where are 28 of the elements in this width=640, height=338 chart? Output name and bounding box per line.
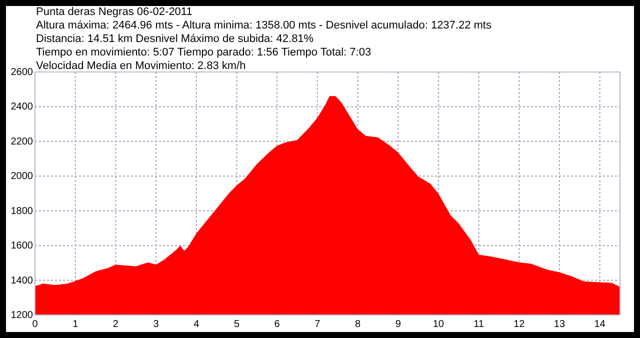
x-tick-label: 1 (72, 319, 79, 330)
x-tick-label: 11 (474, 319, 484, 330)
x-tick-label: 5 (234, 319, 240, 330)
x-tick-label: 8 (354, 319, 361, 330)
x-tick-label: 6 (274, 319, 280, 330)
x-tick-label: 2 (112, 319, 119, 330)
text: Tiempo en movimiento: 5:07 Tiempo parado: 1:56 Tiempo Total: 7:03 (36, 46, 372, 58)
chart-title: Punta deras Negras 06-02-2011 (36, 6, 192, 18)
y-tick-label: 2200 (10, 136, 34, 148)
text: Altura máxima: 2464.96 mts - Altura minima: 1358.00 mts - Desnivel acumulado: 1237.22 mts (36, 20, 492, 32)
x-tick-label: 10 (432, 319, 444, 330)
y-tick-label: 2600 (10, 67, 34, 78)
x-tick-label: 0 (32, 319, 38, 330)
x-tick-label: 3 (153, 319, 160, 330)
x-tick-label: 14 (594, 319, 606, 330)
x-tick-label: 7 (314, 319, 321, 330)
y-tick-label: 1800 (10, 206, 34, 217)
text: Distancia: 14.51 km Desnivel Máximo de subida: 42.81% (36, 33, 314, 45)
x-tick-label: 12 (514, 319, 526, 330)
x-tick-label: 13 (554, 319, 566, 330)
y-tick-label: 1400 (10, 275, 34, 286)
text: Velocidad Media en Movimiento: 2.83 km/h (36, 60, 246, 72)
y-tick-label: 1200 (10, 310, 34, 321)
y-tick-label: 2400 (10, 102, 34, 113)
x-tick-label: 4 (194, 319, 200, 330)
y-tick-label: 2000 (10, 171, 34, 182)
x-tick-label: 9 (395, 319, 402, 330)
y-tick-label: 1600 (10, 240, 34, 252)
